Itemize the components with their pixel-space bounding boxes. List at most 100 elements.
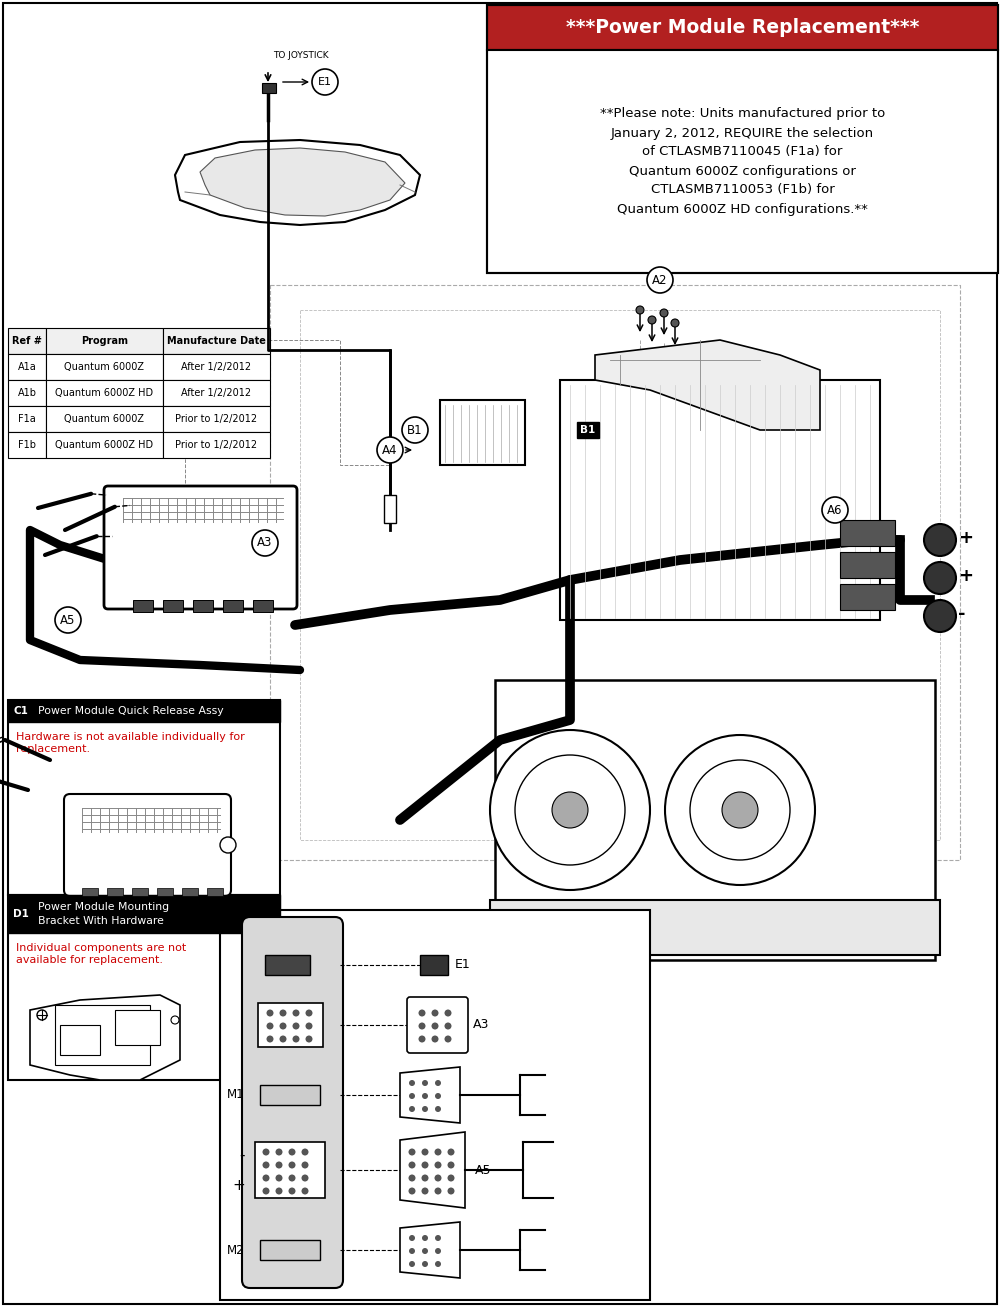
- Circle shape: [252, 531, 278, 555]
- Text: Power Module Quick Release Assy: Power Module Quick Release Assy: [38, 706, 224, 716]
- Circle shape: [924, 524, 956, 555]
- Circle shape: [409, 1149, 416, 1155]
- FancyBboxPatch shape: [64, 793, 231, 897]
- Circle shape: [660, 308, 668, 318]
- Bar: [8, 895, 280, 933]
- Polygon shape: [400, 1132, 465, 1208]
- Circle shape: [422, 1149, 428, 1155]
- Circle shape: [288, 1188, 296, 1195]
- Circle shape: [306, 1009, 312, 1017]
- Bar: [440, 400, 525, 465]
- Text: Bracket With Hardware: Bracket With Hardware: [38, 916, 164, 925]
- Bar: [490, 901, 940, 955]
- Circle shape: [292, 1022, 300, 1030]
- Text: A1a: A1a: [18, 362, 36, 372]
- Bar: [265, 955, 310, 975]
- Circle shape: [422, 1248, 428, 1253]
- Circle shape: [690, 759, 790, 860]
- Text: After 1/2/2012: After 1/2/2012: [181, 362, 252, 372]
- Circle shape: [924, 562, 956, 593]
- Circle shape: [647, 267, 673, 293]
- Circle shape: [288, 1162, 296, 1168]
- Bar: [182, 887, 198, 897]
- Circle shape: [422, 1093, 428, 1099]
- Text: A3: A3: [257, 536, 273, 549]
- Bar: [82, 887, 98, 897]
- Circle shape: [312, 69, 338, 95]
- Circle shape: [422, 1080, 428, 1086]
- Circle shape: [409, 1188, 416, 1195]
- Bar: [46, 354, 163, 380]
- Circle shape: [292, 1009, 300, 1017]
- Circle shape: [37, 1010, 47, 1019]
- Circle shape: [722, 792, 758, 829]
- Text: A4: A4: [382, 443, 398, 456]
- Circle shape: [552, 792, 588, 829]
- Text: Program: Program: [81, 336, 128, 346]
- Bar: [11, 703, 31, 719]
- Circle shape: [262, 1175, 270, 1182]
- Circle shape: [434, 1188, 442, 1195]
- Bar: [840, 520, 895, 546]
- Bar: [495, 680, 935, 961]
- Circle shape: [418, 1035, 426, 1043]
- FancyBboxPatch shape: [407, 997, 468, 1053]
- Circle shape: [409, 1175, 416, 1182]
- Bar: [577, 422, 599, 438]
- Circle shape: [306, 1022, 312, 1030]
- Bar: [8, 701, 280, 721]
- Circle shape: [435, 1235, 441, 1242]
- Circle shape: [636, 306, 644, 314]
- Circle shape: [262, 1162, 270, 1168]
- Circle shape: [422, 1261, 428, 1266]
- Text: ***Power Module Replacement***: ***Power Module Replacement***: [566, 18, 919, 37]
- Bar: [163, 433, 270, 457]
- Bar: [8, 406, 46, 433]
- Bar: [163, 600, 183, 612]
- Bar: [115, 1010, 160, 1046]
- Circle shape: [435, 1248, 441, 1253]
- Circle shape: [288, 1149, 296, 1155]
- Text: -: -: [958, 605, 966, 623]
- Text: Quantum 6000Z: Quantum 6000Z: [64, 362, 144, 372]
- Circle shape: [266, 1022, 274, 1030]
- Text: **Please note: Units manufactured prior to
January 2, 2012, REQUIRE the selectio: **Please note: Units manufactured prior …: [600, 107, 885, 216]
- Circle shape: [302, 1188, 308, 1195]
- Circle shape: [409, 1106, 415, 1112]
- Circle shape: [280, 1035, 287, 1043]
- Text: A5: A5: [60, 613, 76, 626]
- Text: +: +: [958, 529, 973, 548]
- Bar: [255, 1142, 325, 1199]
- Circle shape: [422, 1175, 428, 1182]
- Bar: [560, 380, 880, 620]
- Circle shape: [422, 1235, 428, 1242]
- Text: A6: A6: [827, 503, 843, 516]
- Bar: [163, 406, 270, 433]
- Circle shape: [418, 1022, 426, 1030]
- Text: A2: A2: [652, 273, 668, 286]
- Circle shape: [409, 1080, 415, 1086]
- Text: B1: B1: [580, 425, 596, 435]
- Bar: [8, 433, 46, 457]
- Bar: [163, 354, 270, 380]
- Circle shape: [432, 1035, 438, 1043]
- Bar: [258, 1002, 323, 1047]
- Circle shape: [409, 1093, 415, 1099]
- Bar: [260, 1240, 320, 1260]
- Text: A1b: A1b: [18, 388, 36, 399]
- Circle shape: [822, 497, 848, 523]
- Bar: [8, 354, 46, 380]
- Circle shape: [422, 1106, 428, 1112]
- Circle shape: [448, 1149, 454, 1155]
- Circle shape: [306, 1035, 312, 1043]
- Text: A3: A3: [473, 1018, 489, 1031]
- Bar: [132, 887, 148, 897]
- Bar: [220, 910, 650, 1300]
- Circle shape: [448, 1162, 454, 1168]
- Text: After 1/2/2012: After 1/2/2012: [181, 388, 252, 399]
- Circle shape: [434, 1162, 442, 1168]
- Bar: [193, 600, 213, 612]
- Text: Individual components are not
available for replacement.: Individual components are not available …: [16, 942, 186, 965]
- Bar: [11, 899, 31, 929]
- FancyBboxPatch shape: [242, 918, 343, 1287]
